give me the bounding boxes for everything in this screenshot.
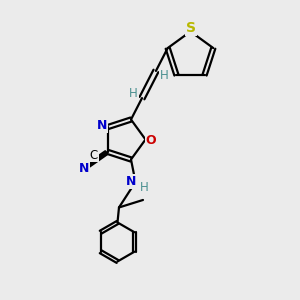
Text: H: H	[129, 87, 138, 100]
Text: S: S	[186, 21, 196, 35]
Text: O: O	[146, 134, 156, 147]
Text: N: N	[97, 119, 107, 132]
Text: H: H	[140, 181, 148, 194]
Text: N: N	[78, 163, 88, 176]
Text: N: N	[79, 162, 89, 175]
Text: N: N	[126, 176, 136, 188]
Text: H: H	[160, 69, 169, 82]
Text: C: C	[90, 148, 98, 161]
